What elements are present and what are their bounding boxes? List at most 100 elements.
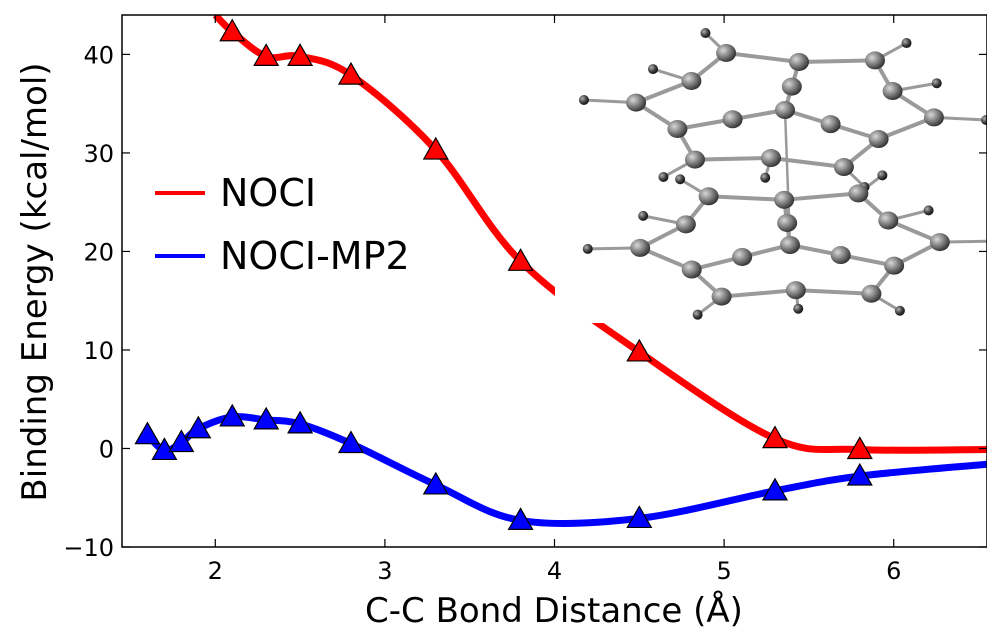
carbon-atom [929, 233, 950, 252]
x-tick-label: 5 [716, 557, 731, 585]
plot-frame [121, 14, 987, 548]
y-tick-label: 20 [83, 238, 114, 266]
x-tick-label: 3 [377, 557, 392, 585]
carbon-atom [777, 213, 798, 232]
carbon-atom [868, 130, 889, 149]
data-point-noci [846, 436, 873, 460]
carbon-atom [781, 77, 802, 96]
y-tick-label: 30 [83, 140, 114, 168]
molecule-bond [876, 115, 936, 142]
molecule-bond [793, 288, 874, 296]
inset-background [555, 282, 650, 323]
data-point-noci [626, 338, 653, 362]
carbon-atom [760, 149, 781, 168]
carbon-atom [630, 238, 651, 257]
carbon-atom [675, 215, 696, 234]
legend-label-noci-mp2: NOCI-MP2 [220, 234, 410, 278]
y-tick-label: 0 [99, 435, 114, 463]
legend: NOCI NOCI-MP2 [155, 171, 410, 278]
carbon-atom [698, 187, 719, 206]
molecule-dimer-icon [578, 28, 987, 320]
carbon-atom [681, 260, 702, 279]
carbon-atom [711, 287, 732, 306]
molecule-bond [768, 156, 846, 170]
data-point-noci-mp2 [337, 430, 365, 454]
carbon-atom [681, 71, 702, 90]
hydrogen-atom [692, 309, 703, 320]
carbon-atom [722, 110, 743, 129]
carbon-atom [667, 119, 688, 138]
hydrogen-atom [638, 210, 649, 221]
data-point-noci-mp2 [253, 406, 280, 430]
series-line-noci [212, 15, 987, 454]
carbon-atom [780, 236, 800, 254]
carbon-atom [884, 256, 905, 275]
molecule-bond [719, 288, 798, 299]
data-point-noci [761, 425, 789, 449]
molecule-bond [782, 191, 861, 202]
data-point-noci [253, 43, 280, 66]
plot-area [134, 15, 987, 530]
hydrogen-atom [578, 94, 589, 105]
x-axis-title: C-C Bond Distance (Å) [365, 590, 743, 630]
carbon-atom [732, 247, 753, 266]
axis-ticks: 2 3 4 5 6 −10 0 10 20 30 40 [63, 15, 987, 585]
legend-label-noci: NOCI [220, 171, 316, 215]
carbon-atom [626, 93, 647, 112]
carbon-atom [833, 158, 854, 177]
data-point-noci-mp2 [185, 415, 212, 439]
carbon-atom [830, 246, 851, 265]
carbon-atom [865, 51, 886, 70]
data-point-noci-mp2 [287, 410, 314, 434]
data-point-noci-mp2 [626, 505, 653, 529]
hydrogen-atom [901, 38, 912, 49]
hydrogen-atom [675, 174, 686, 185]
carbon-atom [774, 190, 795, 209]
molecule-bond [724, 50, 802, 64]
carbon-atom [923, 108, 944, 127]
carbon-atom [878, 211, 899, 230]
molecule-bond [797, 58, 878, 64]
data-point-noci-mp2 [168, 429, 195, 453]
hydrogen-atom [582, 243, 593, 254]
y-tick-label: −10 [63, 534, 114, 562]
data-point-noci [219, 18, 246, 42]
data-point-noci-mp2 [422, 471, 449, 495]
y-axis-title: Binding Energy (kcal/mol) [15, 62, 55, 501]
hydrogen-atom [923, 205, 934, 216]
hydrogen-atom [760, 172, 771, 183]
hydrogen-atom [931, 78, 942, 89]
data-point-noci [422, 136, 449, 160]
carbon-atom [861, 284, 882, 303]
carbon-atom [775, 101, 795, 119]
hydrogen-atom [648, 64, 659, 75]
data-point-noci-mp2 [219, 403, 246, 427]
hydrogen-atom [700, 28, 711, 39]
x-tick-label: 4 [547, 557, 562, 585]
hydrogen-atom [894, 305, 905, 316]
molecule-bond [706, 194, 787, 202]
hydrogen-atom [877, 170, 888, 181]
data-point-noci-mp2 [846, 462, 873, 486]
x-tick-label: 6 [886, 557, 901, 585]
molecule-bond [634, 78, 694, 105]
carbon-atom [882, 82, 903, 101]
data-point-noci [507, 248, 534, 271]
carbon-atom [785, 281, 806, 300]
carbon-atom [684, 150, 705, 169]
x-tick-label: 2 [208, 557, 223, 585]
hydrogen-atom [981, 115, 987, 126]
carbon-atom [789, 52, 810, 71]
hydrogen-atom [658, 171, 669, 182]
hydrogen-atom [793, 303, 804, 314]
carbon-atom [820, 115, 841, 134]
data-point-noci-mp2 [507, 507, 534, 530]
data-point-noci [287, 43, 314, 66]
y-tick-label: 40 [83, 41, 114, 69]
molecule-bond [692, 156, 773, 162]
carbon-atom [848, 184, 869, 203]
carbon-atom [716, 43, 737, 62]
data-point-noci-mp2 [134, 421, 161, 445]
data-point-noci [337, 61, 365, 85]
